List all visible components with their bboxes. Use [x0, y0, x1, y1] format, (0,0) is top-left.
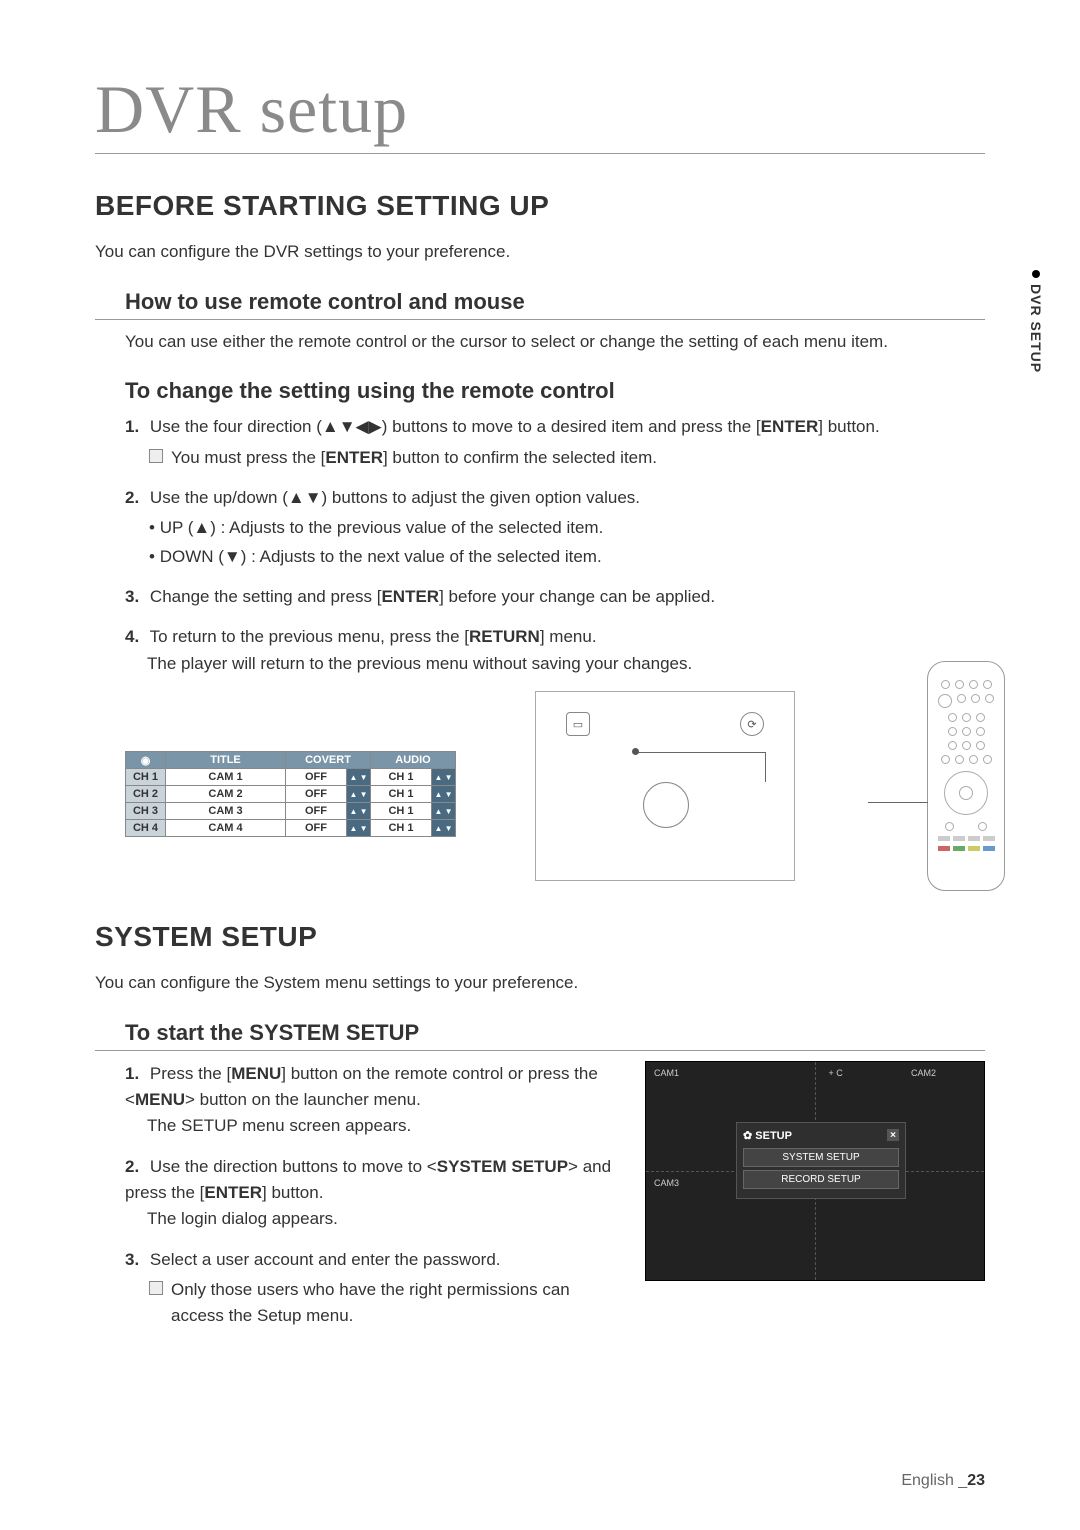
step-4-sub: The player will return to the previous m…: [125, 651, 692, 677]
table-header-row: ◉ TITLE COVERT AUDIO: [126, 752, 456, 769]
setup-popup: ✿ SETUP × SYSTEM SETUP RECORD SETUP: [736, 1122, 906, 1199]
system-step-2: 2. Use the direction buttons to move to …: [125, 1154, 625, 1233]
remote-dpad: [944, 771, 988, 815]
page-title: DVR setup: [95, 70, 985, 154]
note-text: You must press the [ENTER] button to con…: [171, 445, 657, 471]
step-text: Use the four direction (▲▼◀▶) buttons to…: [150, 417, 880, 436]
step-text: Change the setting and press [ENTER] bef…: [150, 587, 715, 606]
close-icon[interactable]: ×: [887, 1129, 899, 1141]
heading-start-system: To start the SYSTEM SETUP: [95, 1020, 985, 1051]
table-row: CH 3 CAM 3 OFF▲ ▼ CH 1▲ ▼: [126, 803, 456, 820]
heading-change-setting: To change the setting using the remote c…: [95, 378, 985, 404]
heading-system-setup: SYSTEM SETUP: [95, 921, 985, 953]
remote-color-bars: [938, 846, 995, 851]
col-title: TITLE: [166, 752, 286, 769]
note-icon: [149, 449, 163, 463]
diagram-area: ◉ TITLE COVERT AUDIO CH 1 CAM 1 OFF▲ ▼ C…: [125, 691, 985, 891]
system-step-3: 3. Select a user account and enter the p…: [125, 1247, 625, 1330]
device-dial: [643, 782, 689, 828]
system-intro: You can configure the System menu settin…: [95, 971, 985, 996]
step-number: 2.: [125, 488, 139, 507]
spinner[interactable]: ▲ ▼: [347, 769, 371, 786]
device-button-square: ▭: [566, 712, 590, 736]
table-row: CH 2 CAM 2 OFF▲ ▼ CH 1▲ ▼: [126, 786, 456, 803]
step-4: 4. To return to the previous menu, press…: [125, 624, 985, 677]
spinner[interactable]: ▲ ▼: [432, 820, 456, 837]
remote-mouse-text: You can use either the remote control or…: [95, 330, 985, 355]
cam-label: CAM2: [911, 1068, 936, 1078]
note-icon: [149, 1281, 163, 1295]
bullet-down: • DOWN (▼) : Adjusts to the next value o…: [149, 544, 985, 570]
step-3: 3. Change the setting and press [ENTER] …: [125, 584, 985, 610]
step-1: 1. Use the four direction (▲▼◀▶) buttons…: [125, 414, 985, 471]
system-step-3-note: Only those users who have the right perm…: [125, 1277, 625, 1330]
callout-line: [868, 802, 928, 803]
step-1-note: You must press the [ENTER] button to con…: [125, 445, 985, 471]
popup-item-system-setup[interactable]: SYSTEM SETUP: [743, 1148, 899, 1167]
cam-label: + C: [829, 1068, 843, 1078]
step-text: Use the up/down (▲▼) buttons to adjust t…: [150, 488, 640, 507]
step-2-bullets: • UP (▲) : Adjusts to the previous value…: [125, 515, 985, 570]
device-front-panel: ▭ ⟳: [535, 691, 795, 881]
before-intro: You can configure the DVR settings to yo…: [95, 240, 985, 265]
callout-line: [636, 752, 766, 782]
popup-title: ✿ SETUP: [743, 1129, 792, 1142]
step-number: 4.: [125, 627, 139, 646]
camera-icon-header: ◉: [126, 752, 166, 769]
dvr-screen-mockup: CAM1 CAM2 CAM3 + C ✿ SETUP × SYSTEM SETU…: [645, 1061, 985, 1281]
spinner[interactable]: ▲ ▼: [347, 786, 371, 803]
bullet-icon: [1032, 270, 1040, 278]
device-button-search: ⟳: [740, 712, 764, 736]
bullet-up: • UP (▲) : Adjusts to the previous value…: [149, 515, 985, 541]
spinner[interactable]: ▲ ▼: [347, 803, 371, 820]
step-number: 3.: [125, 587, 139, 606]
callout-dot: [632, 748, 639, 755]
system-steps-column: 1. Press the [MENU] button on the remote…: [125, 1061, 625, 1344]
popup-item-record-setup[interactable]: RECORD SETUP: [743, 1170, 899, 1189]
channel-table: ◉ TITLE COVERT AUDIO CH 1 CAM 1 OFF▲ ▼ C…: [125, 751, 456, 837]
spinner[interactable]: ▲ ▼: [432, 769, 456, 786]
spinner[interactable]: ▲ ▼: [432, 803, 456, 820]
remote-bars: [938, 836, 995, 841]
cam-label: CAM3: [654, 1178, 679, 1188]
heading-before: BEFORE STARTING SETTING UP: [95, 190, 985, 222]
heading-remote-mouse: How to use remote control and mouse: [95, 289, 985, 320]
table-row: CH 4 CAM 4 OFF▲ ▼ CH 1▲ ▼: [126, 820, 456, 837]
remote-control: [927, 661, 1005, 891]
spinner[interactable]: ▲ ▼: [347, 820, 371, 837]
gear-icon: ✿: [743, 1130, 752, 1142]
step-text: To return to the previous menu, press th…: [150, 627, 597, 646]
step-2: 2. Use the up/down (▲▼) buttons to adjus…: [125, 485, 985, 570]
system-step-1: 1. Press the [MENU] button on the remote…: [125, 1061, 625, 1140]
side-tab-label: DVR SETUP: [1028, 284, 1044, 373]
change-setting-steps: 1. Use the four direction (▲▼◀▶) buttons…: [95, 414, 985, 677]
col-audio: AUDIO: [371, 752, 456, 769]
side-tab: DVR SETUP: [1028, 270, 1044, 373]
cam-label: CAM1: [654, 1068, 679, 1078]
col-covert: COVERT: [286, 752, 371, 769]
page-footer: English _23: [901, 1472, 985, 1490]
step-number: 1.: [125, 417, 139, 436]
table-row: CH 1 CAM 1 OFF▲ ▼ CH 1▲ ▼: [126, 769, 456, 786]
spinner[interactable]: ▲ ▼: [432, 786, 456, 803]
